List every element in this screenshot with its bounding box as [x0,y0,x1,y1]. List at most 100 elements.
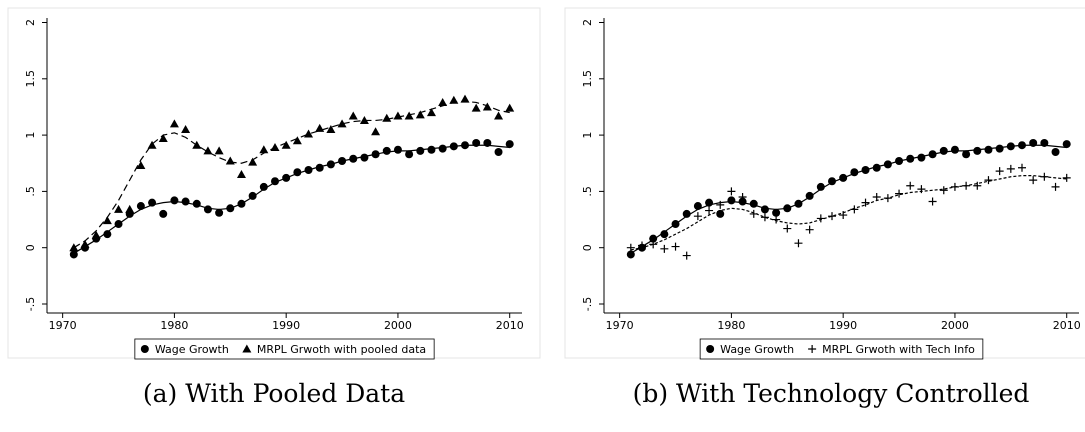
y-tick-label: -.5 [581,297,594,311]
fit-line [73,144,510,254]
point [917,153,926,162]
x-tick-label: 1980 [717,319,745,332]
point [69,243,79,252]
point [494,147,503,156]
point [326,124,336,133]
point [850,205,859,214]
point [360,153,369,162]
point [772,208,781,217]
x-tick-label: 2010 [1053,319,1081,332]
point [928,150,937,159]
point [1062,140,1071,149]
point [494,111,504,120]
point [371,127,381,136]
point [939,186,948,195]
point [136,202,145,211]
panel-background [564,7,1085,359]
point [326,160,335,169]
point [69,250,78,259]
point [1029,176,1038,185]
point [950,145,959,154]
point [682,251,691,260]
point [114,204,124,213]
point [203,205,212,214]
point [1006,164,1015,173]
point [839,211,848,220]
point [505,140,514,149]
point [1051,182,1060,191]
caption: (b) With Technology Controlled [633,379,1030,408]
y-tick-label: 1 [24,132,37,139]
point [1018,141,1026,150]
point [114,220,123,229]
x-tick-label: 1970 [606,319,634,332]
point [315,123,325,132]
point [292,136,302,145]
point [382,146,391,155]
point [405,150,414,159]
point [438,144,447,153]
chart-panel: -.5 0 .5 1 1.5 2 1970 1980 1990 2000 2010 Wage Grow… [564,7,1085,408]
point [270,142,280,151]
point [917,185,926,194]
point [839,173,848,182]
point [483,138,492,147]
point [850,168,859,177]
point [460,94,470,103]
y-tick-label: 2 [24,19,37,26]
point [928,197,937,206]
point [461,141,469,150]
point [214,146,224,155]
point [805,225,814,234]
point [808,345,817,353]
point [248,157,258,166]
point [705,198,714,207]
x-tick-label: 1990 [272,319,300,332]
point [281,140,291,149]
point [828,212,836,221]
point [1040,138,1049,147]
point [80,239,90,248]
point [449,95,459,104]
point [338,156,347,165]
x-tick-label: 1970 [49,319,77,332]
point [426,108,436,117]
point [203,146,213,155]
point [939,146,948,155]
point [371,150,380,159]
point [749,209,758,218]
point [416,146,425,155]
fit-line [630,144,1067,254]
point [304,166,313,175]
point [772,215,781,224]
point [660,244,669,253]
point [626,250,635,259]
point [215,208,224,217]
point [671,242,680,251]
point [438,97,448,106]
point [783,224,792,233]
point [158,133,168,142]
point [693,202,702,211]
point [102,216,112,225]
point [816,182,825,191]
point [895,189,904,198]
y-tick-label: -.5 [24,297,37,311]
point [883,160,892,169]
point [906,154,915,163]
point [225,156,235,165]
point [828,177,836,186]
point [472,138,481,147]
point [995,144,1004,153]
point [242,344,252,353]
point [1018,163,1026,172]
point [783,204,792,213]
y-tick-label: 2 [581,19,594,26]
point [816,214,825,223]
point [638,241,646,250]
point [693,212,702,221]
point [973,181,982,190]
point [649,234,658,243]
point [427,145,436,154]
